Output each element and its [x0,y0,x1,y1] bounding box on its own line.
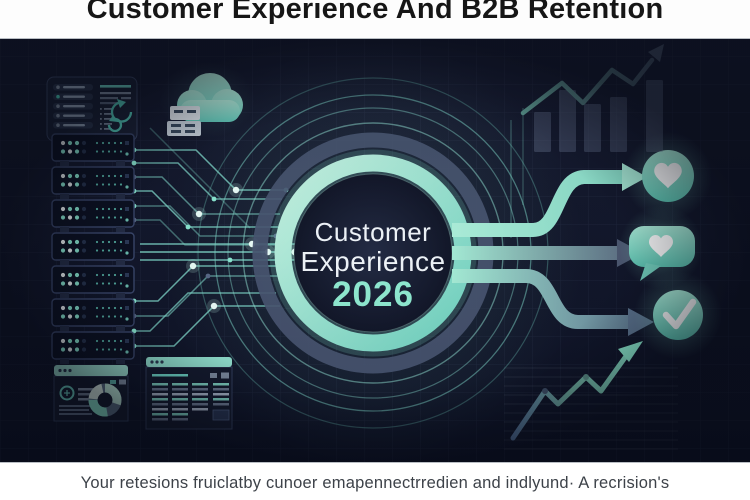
caption-band: Your retesions fruiclatby cunoer emapenn… [0,462,750,500]
hero-svg: Customer Experience 2026 [0,38,750,463]
caption-text: Your retesions fruiclatby cunoer emapenn… [80,474,670,492]
vignette-overlay [0,38,750,463]
hero-illustration: Customer Experience 2026 [0,38,750,463]
title-band: Customer Experience And B2B Retention [0,0,750,39]
page-title: Customer Experience And B2B Retention [86,0,664,25]
